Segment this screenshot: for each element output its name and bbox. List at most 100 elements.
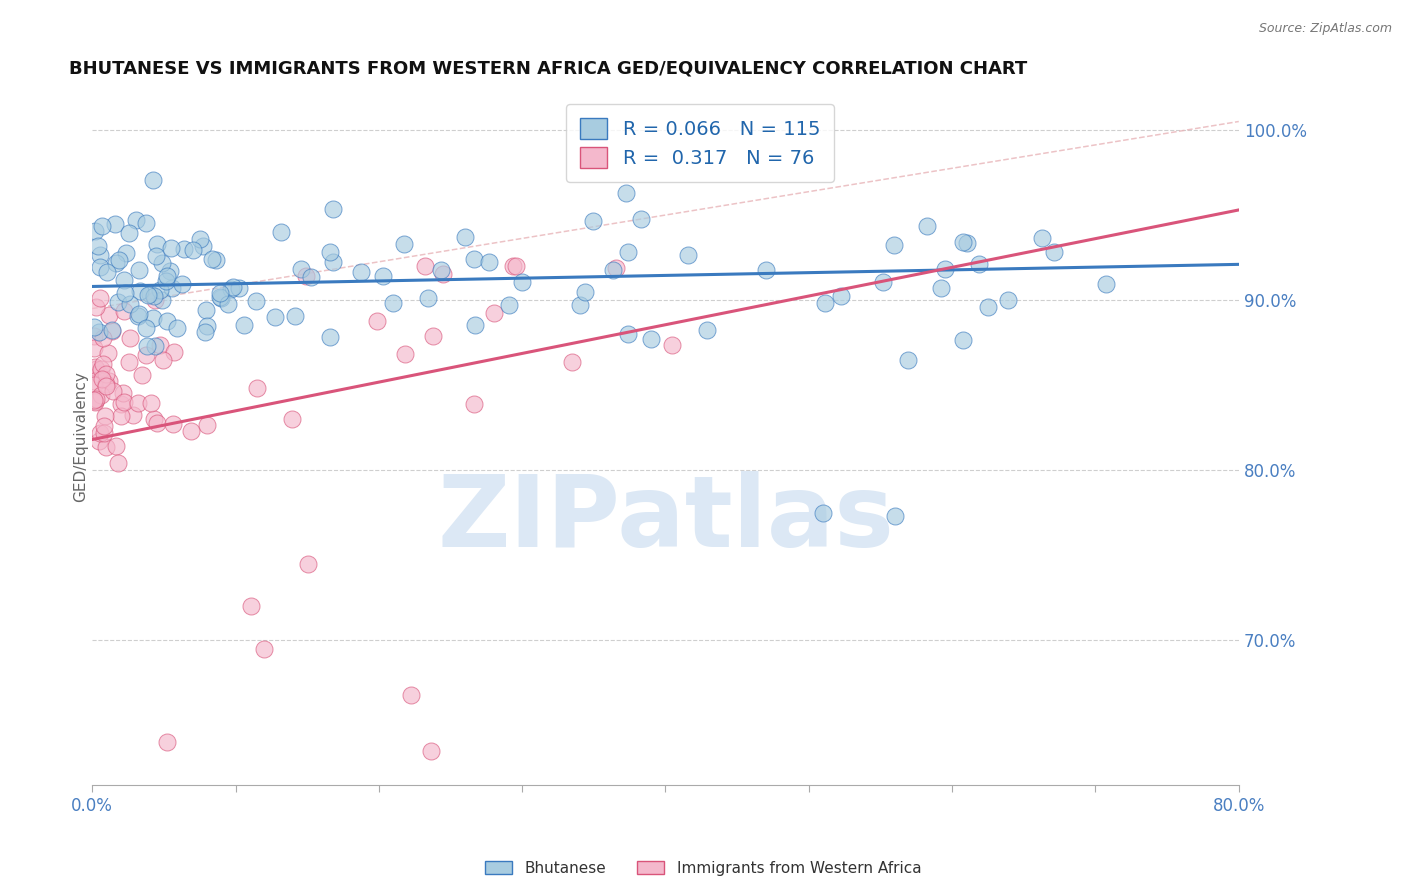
Point [172,277,194,292]
Point [319,245,342,260]
Point [105,256,128,270]
Point [108,253,131,268]
Point [110,409,132,423]
Point [145,416,167,430]
Point [569,298,592,312]
Point [105,439,128,453]
Point [135,321,157,335]
Point [112,395,135,409]
Point [1031,231,1053,245]
Point [118,331,141,345]
Point [162,417,184,431]
Point [755,263,778,277]
Point [96,440,118,454]
Point [91,331,114,345]
Point [101,324,124,338]
Point [195,303,218,318]
Point [418,291,440,305]
Point [997,293,1019,307]
Point [127,396,149,410]
Point [135,348,157,362]
Point [952,333,974,347]
Point [139,287,162,301]
Point [89,248,111,262]
Point [602,262,624,277]
Point [502,259,524,273]
Point [83,395,105,409]
Point [956,236,979,251]
Point [246,381,269,395]
Point [136,288,159,302]
Point [83,374,105,388]
Point [83,341,105,355]
Point [205,252,228,267]
Point [640,332,662,346]
Point [156,268,179,283]
Point [463,252,485,266]
Point [676,248,699,262]
Point [101,323,124,337]
Point [96,265,118,279]
Point [454,230,477,244]
Point [617,326,640,341]
Point [301,270,323,285]
Point [201,252,224,267]
Y-axis label: GED/Equivalency: GED/Equivalency [73,371,89,501]
Point [150,256,173,270]
Point [478,255,501,269]
Point [160,281,183,295]
Point [112,385,135,400]
Point [89,425,111,440]
Point [149,283,172,297]
Point [173,242,195,256]
Point [217,297,239,311]
Point [814,296,837,310]
Legend: R = 0.066   N = 115, R =  0.317   N = 76: R = 0.066 N = 115, R = 0.317 N = 76 [567,104,834,182]
Point [166,321,188,335]
Point [419,744,441,758]
Point [284,309,307,323]
Point [350,265,373,279]
Point [143,293,166,307]
Point [129,284,152,298]
Point [233,318,256,332]
Point [93,419,115,434]
Point [118,297,141,311]
Point [159,264,181,278]
Point [155,274,177,288]
Point [661,338,683,352]
Point [221,282,243,296]
Point [107,456,129,470]
Point [505,259,527,273]
Point [122,408,145,422]
Point [117,354,139,368]
Point [152,353,174,368]
Point [115,246,138,260]
Point [128,307,150,321]
Point [146,236,169,251]
Point [295,268,318,283]
Point [883,509,905,524]
Text: BHUTANESE VS IMMIGRANTS FROM WESTERN AFRICA GED/EQUIVALENCY CORRELATION CHART: BHUTANESE VS IMMIGRANTS FROM WESTERN AFR… [69,60,1028,78]
Point [127,309,149,323]
Point [498,298,520,312]
Point [413,259,436,273]
Point [245,293,267,308]
Point [83,378,105,392]
Point [87,326,110,340]
Point [93,357,115,371]
Point [270,226,292,240]
Point [280,412,302,426]
Point [114,286,136,301]
Point [209,291,232,305]
Point [382,296,405,310]
Point [297,557,319,571]
Point [617,244,640,259]
Point [89,260,111,274]
Point [141,310,163,325]
Point [86,239,108,253]
Point [208,286,231,301]
Point [84,393,107,408]
Point [195,418,218,433]
Point [142,172,165,186]
